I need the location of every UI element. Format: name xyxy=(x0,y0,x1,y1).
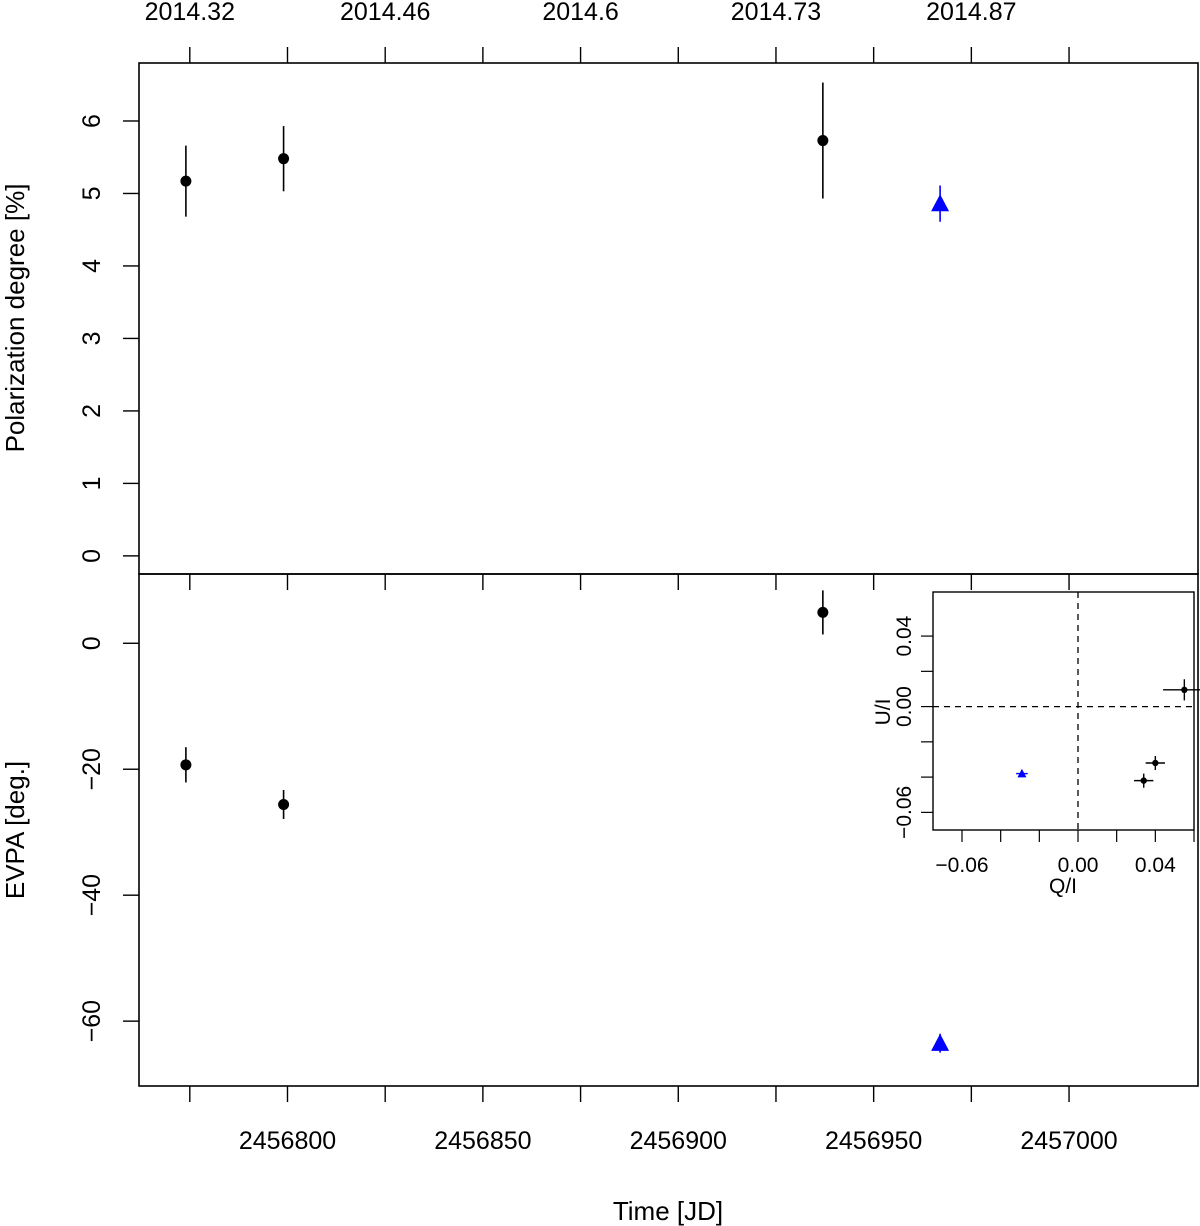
triangle-point xyxy=(931,1033,950,1051)
x-axis-label: Time [JD] xyxy=(613,1196,723,1226)
inset-triangle-point xyxy=(1017,768,1027,778)
y-axis-label-bottom: EVPA [deg.] xyxy=(0,761,30,899)
triangle-point xyxy=(931,194,950,212)
y-tick-label-top: 2 xyxy=(78,404,106,418)
inset-data-point xyxy=(1152,759,1159,767)
inset-x-tick-label: −0.06 xyxy=(935,854,988,877)
inset-y-tick-label: 0.04 xyxy=(893,615,916,656)
data-point xyxy=(817,606,829,618)
x-tick-label: 2456950 xyxy=(825,1127,922,1155)
inset-frame xyxy=(932,591,1195,831)
y-tick-label-top: 0 xyxy=(78,549,106,563)
y-tick-label-top: 6 xyxy=(78,114,106,128)
plot-frame-bottom xyxy=(138,573,1199,1087)
top-axis-tick-label: 2014.87 xyxy=(926,0,1016,26)
inset-y-axis-label: U/I xyxy=(872,699,895,726)
y-tick-label-top: 1 xyxy=(78,476,106,490)
data-point xyxy=(180,175,192,187)
x-tick-label: 2456900 xyxy=(630,1127,727,1155)
evpa-panel: 2456800 2456850 2456900 2456950 2457000 0 −20 −… xyxy=(0,573,1199,1226)
inset-y-tick-label: −0.06 xyxy=(893,786,916,839)
x-tick-label: 2457000 xyxy=(1020,1127,1117,1155)
inset-data-point xyxy=(1181,686,1188,694)
inset-data-point xyxy=(1140,777,1147,784)
y-tick-label-bottom: 0 xyxy=(78,636,106,650)
y-tick-label-bottom: −60 xyxy=(78,1000,106,1042)
x-tick-label: 2456850 xyxy=(434,1127,531,1155)
data-point xyxy=(817,135,829,147)
qu-inset-panel: −0.06 0.00 0.04 −0.06 0.00 0.04 Q/I U/I xyxy=(872,591,1200,898)
data-point xyxy=(180,759,192,771)
inset-x-axis-label: Q/I xyxy=(1049,875,1077,898)
inset-x-tick-label: 0.04 xyxy=(1135,854,1176,877)
top-axis-tick-label: 2014.46 xyxy=(340,0,430,26)
inset-x-tick-label: 0.00 xyxy=(1058,854,1099,877)
data-point xyxy=(278,798,290,810)
y-tick-label-bottom: −20 xyxy=(78,748,106,790)
y-tick-label-top: 4 xyxy=(78,259,106,273)
inset-y-tick-label: 0.00 xyxy=(893,686,916,727)
y-axis-label-top: Polarization degree [%] xyxy=(0,184,30,453)
y-tick-label-top: 5 xyxy=(78,187,106,201)
top-axis-tick-label: 2014.6 xyxy=(542,0,618,26)
top-axis-tick-label: 2014.32 xyxy=(145,0,235,26)
plot-frame-top xyxy=(138,62,1199,575)
y-tick-label-top: 3 xyxy=(78,331,106,345)
data-point xyxy=(278,153,290,165)
top-axis-tick-label: 2014.73 xyxy=(731,0,821,26)
x-tick-label: 2456800 xyxy=(239,1127,336,1155)
y-tick-label-bottom: −40 xyxy=(78,874,106,916)
polarization-panel: 2014.32 2014.46 2014.6 2014.73 2014.87 0 1 2 3 4 5… xyxy=(0,0,1199,575)
